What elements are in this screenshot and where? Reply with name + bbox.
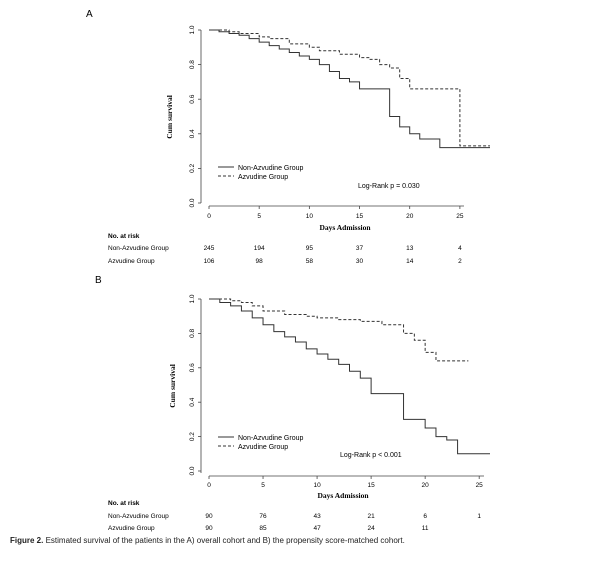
risk-value-b-0-1: 76: [259, 513, 267, 520]
panel-a: A 0.0 0.2 0.4 0.6 0.8 1.0 0 5 10 15 20 25 Cum surv…: [86, 9, 490, 265]
x-tick-label-b-2: 10: [313, 482, 321, 489]
legend-a: Non-Azvudine Group Azvudine Group: [218, 165, 303, 181]
x-axis-label-b: Days Admission: [317, 491, 369, 500]
risk-value-b-1-0: 90: [205, 525, 213, 532]
risk-value-b-0-5: 1: [477, 513, 481, 520]
legend-b: Non-Azvudine Group Azvudine Group: [218, 435, 303, 451]
risk-title-a: No. at risk: [108, 233, 140, 240]
risk-value-a-1-3: 30: [356, 258, 364, 265]
survival-curve-b-azvudine: [209, 298, 469, 362]
y-tick-label-a-5: 1.0: [189, 25, 196, 34]
risk-value-b-0-4: 6: [423, 513, 427, 520]
x-tick-label-b-5: 25: [476, 482, 484, 489]
risk-values-a: 245 194 95 37 13 4 106 98 58 30 14 2: [204, 245, 463, 265]
risk-value-b-1-3: 24: [367, 525, 375, 532]
y-tick-label-a-2: 0.4: [189, 129, 196, 138]
y-tick-label-b-1: 0.2: [189, 432, 196, 441]
risk-value-a-0-4: 13: [406, 245, 414, 252]
curves-b: [209, 298, 490, 455]
risk-value-b-0-0: 90: [205, 513, 213, 520]
risk-value-b-0-2: 43: [313, 513, 321, 520]
x-axis-label-a: Days Admission: [319, 223, 371, 232]
risk-value-a-1-4: 14: [406, 258, 414, 265]
x-tick-label-b-4: 20: [422, 482, 430, 489]
risk-value-a-0-1: 194: [254, 245, 265, 252]
curves-a: [209, 29, 490, 149]
risk-value-a-1-2: 58: [306, 258, 314, 265]
logrank-b: Log-Rank p < 0.001: [340, 452, 402, 459]
x-tick-label-b-1: 5: [261, 482, 265, 489]
risk-value-b-1-2: 47: [313, 525, 321, 532]
risk-value-b-1-1: 85: [259, 525, 267, 532]
legend-b-azvudine: Azvudine Group: [238, 444, 288, 451]
y-tick-label-b-5: 1.0: [189, 294, 196, 303]
risk-row-label-a-0: Non-Azvudine Group: [108, 245, 169, 252]
y-axis-label-a: Cum survival: [165, 95, 174, 139]
y-tick-label-a-3: 0.6: [189, 94, 196, 103]
x-ticks-b: 0 5 10 15 20 25: [207, 476, 483, 489]
risk-value-b-0-3: 21: [367, 513, 375, 520]
risk-table-b: No. at risk Non-Azvudine Group Azvudine …: [108, 500, 481, 532]
risk-value-a-0-5: 4: [458, 245, 462, 252]
y-tick-label-a-4: 0.8: [189, 60, 196, 69]
panel-label-a: A: [86, 9, 93, 20]
risk-value-a-0-0: 245: [204, 245, 215, 252]
logrank-a: Log-Rank p = 0.030: [358, 183, 420, 190]
x-tick-label-b-0: 0: [207, 482, 211, 489]
y-tick-label-b-4: 0.8: [189, 329, 196, 338]
survival-curve-a-azvudine: [209, 29, 490, 147]
risk-row-label-a-1: Azvudine Group: [108, 258, 155, 265]
x-tick-label-b-3: 15: [367, 482, 375, 489]
risk-row-label-b-0: Non-Azvudine Group: [108, 513, 169, 520]
risk-value-a-1-0: 106: [204, 258, 215, 265]
legend-b-non-azvudine: Non-Azvudine Group: [238, 435, 303, 442]
x-tick-label-a-3: 15: [356, 213, 364, 220]
risk-title-b: No. at risk: [108, 500, 140, 507]
risk-value-a-1-5: 2: [458, 258, 462, 265]
x-tick-label-a-0: 0: [207, 213, 211, 220]
x-tick-label-a-5: 25: [456, 213, 464, 220]
survival-curve-b-non-azvudine: [209, 298, 490, 455]
legend-a-non-azvudine: Non-Azvudine Group: [238, 165, 303, 172]
y-tick-label-b-2: 0.4: [189, 397, 196, 406]
y-tick-label-a-0: 0.0: [189, 198, 196, 207]
risk-row-label-b-1: Azvudine Group: [108, 525, 155, 532]
y-ticks-a: 0.0 0.2 0.4 0.6 0.8 1.0: [189, 25, 201, 208]
risk-values-b: 90 76 43 21 6 1 90 85 47 24 11: [205, 513, 481, 532]
y-axis-label-b: Cum survival: [168, 364, 177, 408]
risk-value-b-1-4: 11: [422, 525, 429, 532]
y-tick-label-b-3: 0.6: [189, 363, 196, 372]
legend-a-azvudine: Azvudine Group: [238, 174, 288, 181]
risk-table-a: No. at risk Non-Azvudine Group Azvudine …: [108, 233, 462, 265]
panel-label-b: B: [95, 275, 102, 286]
figure-caption: Figure 2. Estimated survival of the pati…: [10, 536, 595, 545]
y-tick-label-a-1: 0.2: [189, 164, 196, 173]
x-tick-label-a-2: 10: [306, 213, 314, 220]
panel-b: B 0.0 0.2 0.4 0.6 0.8 1.0 0 5 10 15 20 25 Cum surv…: [95, 275, 490, 532]
risk-value-a-0-3: 37: [356, 245, 364, 252]
survival-curve-a-non-azvudine: [209, 29, 490, 149]
caption-label: Figure 2.: [10, 536, 44, 545]
y-ticks-b: 0.0 0.2 0.4 0.6 0.8 1.0: [189, 294, 201, 476]
x-ticks-a: 0 5 10 15 20 25: [207, 206, 464, 220]
x-tick-label-a-1: 5: [257, 213, 261, 220]
y-tick-label-b-0: 0.0: [189, 466, 196, 475]
x-tick-label-a-4: 20: [406, 213, 414, 220]
caption-text: Estimated survival of the patients in th…: [45, 536, 405, 545]
risk-value-a-1-1: 98: [256, 258, 264, 265]
risk-value-a-0-2: 95: [306, 245, 314, 252]
